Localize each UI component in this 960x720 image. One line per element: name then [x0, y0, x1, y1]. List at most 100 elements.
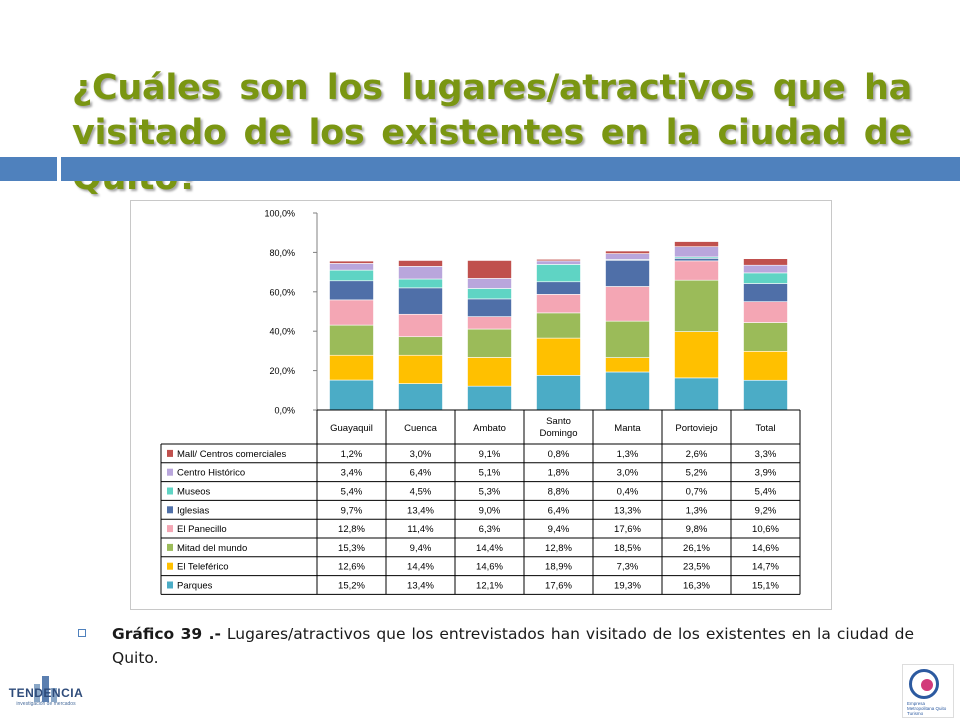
legend-swatch	[167, 562, 173, 570]
data-label: 9,7%	[341, 505, 363, 516]
bar-segment	[605, 371, 650, 411]
data-label: 19,3%	[614, 581, 641, 592]
bar-segment	[467, 288, 512, 300]
data-label: 3,0%	[410, 449, 432, 460]
bar-segment	[536, 281, 581, 295]
series-name: Museos	[177, 487, 211, 498]
bar-segment	[536, 312, 581, 339]
bar-segment	[536, 337, 581, 376]
logo-name: TENDENCIA	[8, 686, 84, 700]
building-icon	[42, 676, 49, 702]
bar-segment	[329, 379, 374, 411]
bar-segment	[329, 280, 374, 301]
building-icon	[34, 684, 40, 702]
data-label: 0,7%	[686, 487, 708, 498]
data-label: 15,2%	[338, 581, 365, 592]
bar-segment	[467, 260, 512, 279]
series-name: Parques	[177, 581, 213, 592]
bar-segment	[329, 354, 374, 381]
y-tick-label: 0,0%	[274, 406, 295, 416]
data-label: 13,3%	[614, 505, 641, 516]
legend-swatch	[167, 468, 173, 476]
bar-segment	[674, 377, 719, 411]
data-label: 13,4%	[407, 581, 434, 592]
slide-title: ¿Cuáles son los lugares/atractivos que h…	[72, 68, 912, 198]
bar-segment	[743, 379, 788, 411]
bar-segment	[398, 260, 443, 267]
category-label: Guayaquil	[330, 423, 373, 434]
data-label: 16,3%	[683, 581, 710, 592]
data-label: 5,3%	[479, 487, 501, 498]
bar-segment	[536, 294, 581, 314]
bar-segment	[467, 357, 512, 387]
data-label: 1,2%	[341, 449, 363, 460]
data-label: 15,3%	[338, 543, 365, 554]
data-label: 0,4%	[617, 487, 639, 498]
data-label: 12,6%	[338, 562, 365, 573]
bar-segment	[329, 269, 374, 282]
data-label: 14,6%	[476, 562, 503, 573]
y-tick-label: 60,0%	[269, 287, 295, 297]
bar-segment	[605, 259, 650, 287]
figure-caption: Gráfico 39 .- Lugares/atractivos que los…	[78, 622, 914, 670]
bar-segment	[674, 246, 719, 258]
data-label: 3,9%	[755, 468, 777, 479]
bar-segment	[467, 278, 512, 289]
bar-segment	[674, 279, 719, 332]
data-label: 4,5%	[410, 487, 432, 498]
bar-segment	[398, 354, 443, 384]
legend-swatch	[167, 543, 173, 551]
series-name: Mall/ Centros comerciales	[177, 449, 287, 460]
bar-segment	[605, 320, 650, 358]
logo-circle-icon	[909, 669, 939, 699]
bar-segment	[674, 258, 719, 262]
series-name: Mitad del mundo	[177, 543, 247, 554]
data-label: 12,1%	[476, 581, 503, 592]
data-label: 9,4%	[410, 543, 432, 554]
quito-turismo-logo: Empresa Metropolitana Quito Turismo	[902, 664, 954, 718]
category-label: Domingo	[539, 428, 577, 439]
bar-segment	[398, 287, 443, 315]
bar-segment	[398, 336, 443, 356]
bar-segment	[329, 260, 374, 264]
bar-segment	[467, 385, 512, 411]
caption-label: Gráfico 39 .-	[112, 625, 221, 643]
bar-segment	[467, 328, 512, 358]
data-label: 14,4%	[407, 562, 434, 573]
bar-segment	[605, 253, 650, 260]
data-label: 9,2%	[755, 505, 777, 516]
y-tick-label: 40,0%	[269, 327, 295, 337]
legend-swatch	[167, 525, 173, 533]
bar-segment	[743, 350, 788, 381]
data-label: 5,1%	[479, 468, 501, 479]
data-label: 17,6%	[545, 581, 572, 592]
data-label: 2,6%	[686, 449, 708, 460]
data-label: 9,4%	[548, 524, 570, 535]
stacked-bar-chart: 0,0% 20,0% 40,0% 60,0% 80,0% 100,0% Guayaquil C…	[160, 209, 801, 595]
bar-segment	[674, 331, 719, 379]
bar-segment	[398, 383, 443, 411]
legend-swatch	[167, 581, 173, 589]
bar-segment	[605, 250, 650, 254]
bar-segment	[329, 263, 374, 271]
data-label: 1,3%	[686, 505, 708, 516]
data-label: 17,6%	[614, 524, 641, 535]
data-label: 14,7%	[752, 562, 779, 573]
bar-segment	[467, 298, 512, 317]
category-label: Manta	[614, 423, 641, 434]
tendencia-logo: TENDENCIA investigación de mercados	[4, 666, 88, 716]
building-icon	[51, 688, 57, 702]
category-label: Cuenca	[404, 423, 437, 434]
category-label: Santo	[546, 416, 571, 427]
data-label: 15,1%	[752, 581, 779, 592]
bar-segment	[536, 375, 581, 411]
category-label: Portoviejo	[675, 423, 717, 434]
bar-segment	[743, 258, 788, 266]
bar-segment	[605, 286, 650, 322]
data-label: 0,8%	[548, 449, 570, 460]
logo-dot-icon	[921, 679, 933, 691]
bar-segment	[674, 260, 719, 281]
series-name: El Panecillo	[177, 524, 227, 535]
bar-segment	[743, 283, 788, 302]
data-label: 8,8%	[548, 487, 570, 498]
